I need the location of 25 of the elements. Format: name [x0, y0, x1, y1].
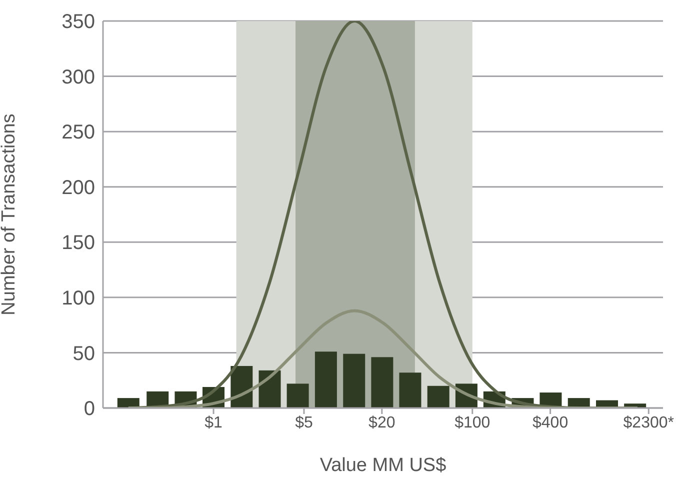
x-axis-title: Value MM US$ [320, 455, 447, 476]
bar [371, 357, 394, 408]
y-tick-label: 200 [62, 176, 95, 199]
y-tick-label: 150 [62, 232, 95, 254]
x-tick-label: $400 [532, 414, 568, 432]
x-tick-label: $20 [368, 414, 396, 432]
y-tick-label: 250 [62, 122, 95, 144]
y-tick-label: 0 [84, 398, 95, 420]
line-series [126, 309, 639, 408]
bar [343, 354, 366, 408]
bar [314, 352, 337, 408]
bar [117, 398, 140, 408]
x-tick-label: $2300* [623, 414, 674, 432]
x-tick-label: $5 [295, 414, 313, 432]
x-tick-label: $1 [204, 414, 223, 432]
y-axis-title: Number of Transactions [0, 114, 20, 316]
x-tick-label: $100 [454, 414, 490, 432]
y-tick-label: 350 [62, 11, 95, 34]
y-tick-label: 50 [72, 342, 95, 365]
y-tick-label: 300 [62, 66, 95, 88]
y-tick-label: 100 [62, 288, 95, 310]
bar [399, 372, 422, 408]
bar [427, 386, 450, 408]
bar [258, 370, 281, 408]
bar [286, 384, 309, 408]
